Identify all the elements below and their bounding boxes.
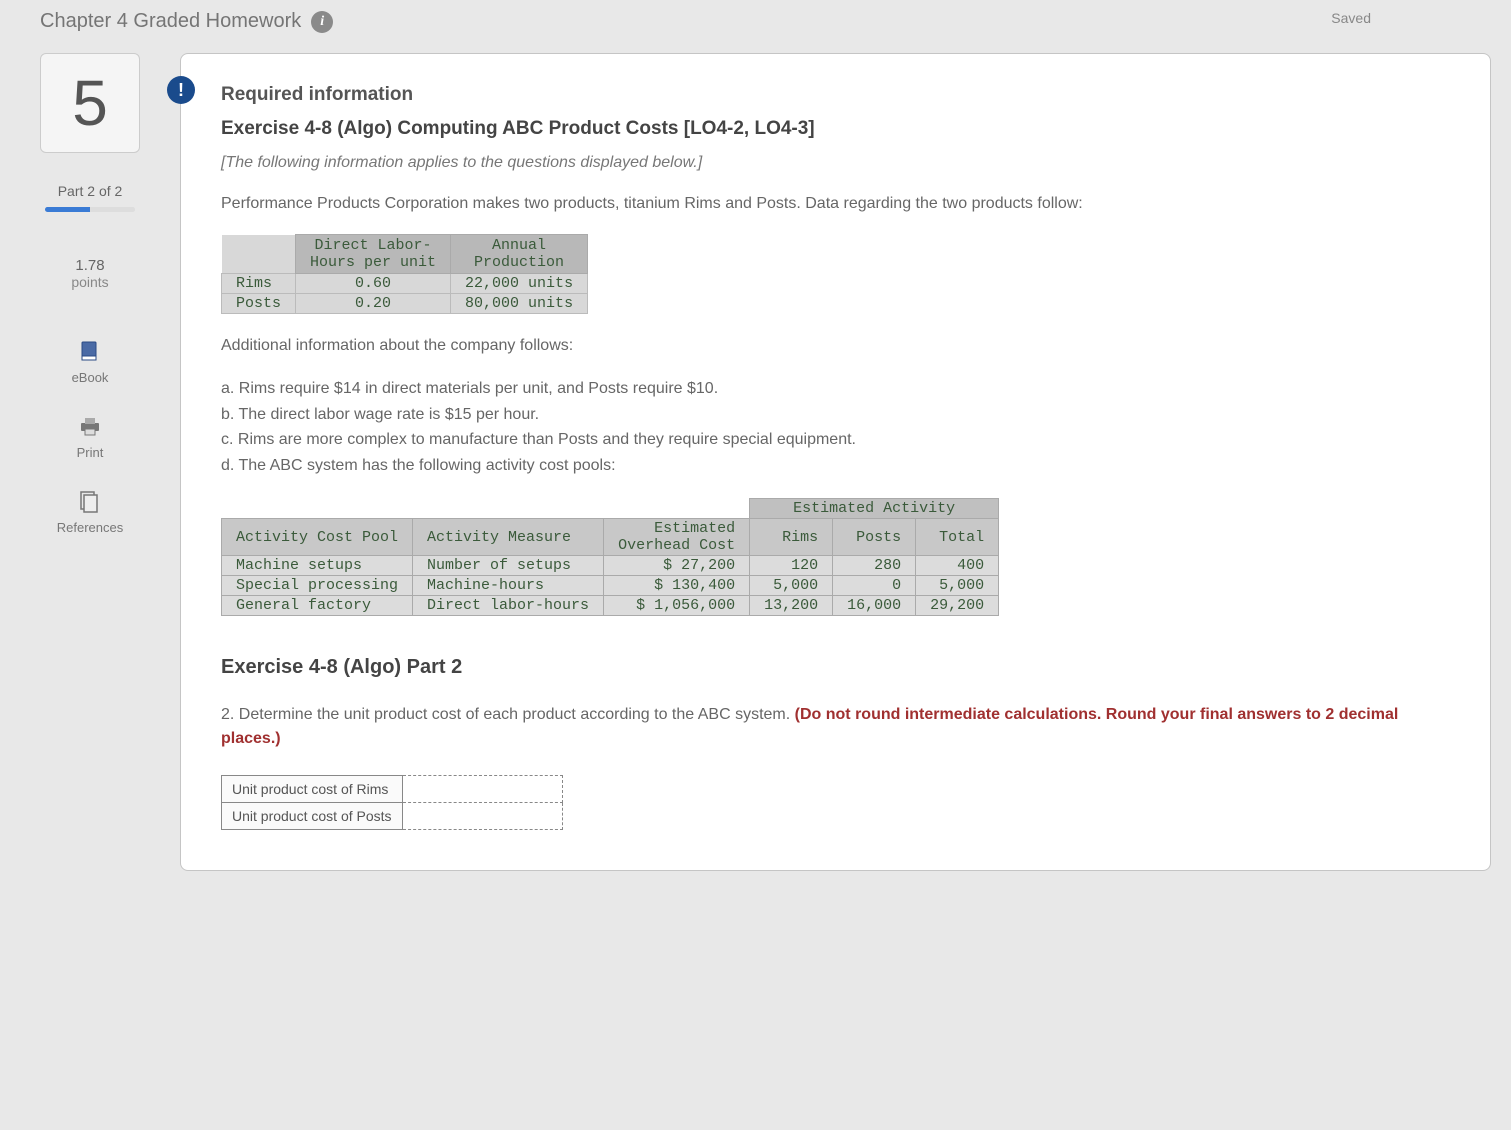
ebook-icon: [78, 340, 102, 364]
part-progress-bar: [45, 207, 135, 212]
info-item-d: d. The ABC system has the following acti…: [221, 453, 1450, 479]
assignment-title-text: Chapter 4 Graded Homework: [40, 10, 301, 33]
info-item-b: b. The direct labor wage rate is $15 per…: [221, 402, 1450, 428]
intro-text: Performance Products Corporation makes t…: [221, 192, 1450, 216]
group-header-activity: Estimated Activity: [750, 499, 999, 519]
row-label: Posts: [222, 294, 296, 314]
ebook-button[interactable]: eBook: [72, 340, 109, 385]
cell-pool: General factory: [222, 596, 413, 616]
question-lead: 2. Determine the unit product cost of ea…: [221, 706, 795, 723]
row-dl: 0.20: [296, 294, 451, 314]
page-header: Chapter 4 Graded Homework i Saved: [0, 0, 1511, 53]
cell-measure: Machine-hours: [413, 576, 604, 596]
cell-total: 29,200: [916, 596, 999, 616]
content-panel: ! Required information Exercise 4-8 (Alg…: [180, 53, 1491, 871]
col-header-ap: AnnualProduction: [451, 235, 588, 274]
cell-pool: Special processing: [222, 576, 413, 596]
cell-rims: 5,000: [750, 576, 833, 596]
table-row: Rims 0.60 22,000 units: [222, 274, 588, 294]
cell-cost: $ 130,400: [604, 576, 750, 596]
cell-measure: Direct labor-hours: [413, 596, 604, 616]
cell-posts: 16,000: [833, 596, 916, 616]
table-row: Special processing Machine-hours $ 130,4…: [222, 576, 999, 596]
cell-posts: 280: [833, 556, 916, 576]
cell-cost: $ 27,200: [604, 556, 750, 576]
col-pool: Activity Cost Pool: [222, 519, 413, 556]
row-ap: 80,000 units: [451, 294, 588, 314]
product-data-table: Direct Labor-Hours per unit AnnualProduc…: [221, 234, 588, 314]
answer-table: Unit product cost of Rims Unit product c…: [221, 775, 563, 830]
info-list: a. Rims require $14 in direct materials …: [221, 376, 1450, 478]
col-rims: Rims: [750, 519, 833, 556]
saved-badge: Saved: [1331, 10, 1371, 26]
cell-total: 400: [916, 556, 999, 576]
sidebar: 5 Part 2 of 2 1.78 points eBook Print Re…: [20, 53, 160, 871]
answer-input-posts[interactable]: [402, 803, 562, 830]
answer-label-posts: Unit product cost of Posts: [222, 803, 403, 830]
part2-title: Exercise 4-8 (Algo) Part 2: [221, 656, 1450, 679]
references-button[interactable]: References: [57, 490, 123, 535]
cell-posts: 0: [833, 576, 916, 596]
additional-info-heading: Additional information about the company…: [221, 334, 1450, 358]
points-value: 1.78: [75, 257, 104, 274]
question-number-box[interactable]: 5: [40, 53, 140, 153]
cell-cost: $ 1,056,000: [604, 596, 750, 616]
table-row: Machine setups Number of setups $ 27,200…: [222, 556, 999, 576]
ebook-label: eBook: [72, 370, 109, 385]
answer-label-rims: Unit product cost of Rims: [222, 776, 403, 803]
col-header-dl: Direct Labor-Hours per unit: [296, 235, 451, 274]
references-icon: [78, 490, 102, 514]
cell-rims: 13,200: [750, 596, 833, 616]
print-label: Print: [77, 445, 104, 460]
cell-measure: Number of setups: [413, 556, 604, 576]
info-icon[interactable]: i: [311, 11, 333, 33]
row-dl: 0.60: [296, 274, 451, 294]
exercise-title: Exercise 4-8 (Algo) Computing ABC Produc…: [221, 118, 1450, 140]
main-container: 5 Part 2 of 2 1.78 points eBook Print Re…: [0, 53, 1511, 871]
info-item-c: c. Rims are more complex to manufacture …: [221, 427, 1450, 453]
table-row: Posts 0.20 80,000 units: [222, 294, 588, 314]
points-label: points: [71, 274, 108, 290]
col-posts: Posts: [833, 519, 916, 556]
row-ap: 22,000 units: [451, 274, 588, 294]
applies-note: [The following information applies to th…: [221, 154, 1450, 172]
info-item-a: a. Rims require $14 in direct materials …: [221, 376, 1450, 402]
col-cost: EstimatedOverhead Cost: [604, 519, 750, 556]
table-row: General factory Direct labor-hours $ 1,0…: [222, 596, 999, 616]
cell-pool: Machine setups: [222, 556, 413, 576]
part-label: Part 2 of 2: [58, 183, 123, 199]
activity-pool-table: Estimated Activity Activity Cost Pool Ac…: [221, 498, 999, 616]
row-label: Rims: [222, 274, 296, 294]
required-information-heading: Required information: [221, 84, 1450, 106]
print-icon: [78, 415, 102, 439]
cell-total: 5,000: [916, 576, 999, 596]
references-label: References: [57, 520, 123, 535]
alert-icon: !: [167, 76, 195, 104]
cell-rims: 120: [750, 556, 833, 576]
col-total: Total: [916, 519, 999, 556]
question-text: 2. Determine the unit product cost of ea…: [221, 703, 1450, 751]
answer-input-rims[interactable]: [402, 776, 562, 803]
assignment-title: Chapter 4 Graded Homework i: [40, 10, 333, 33]
print-button[interactable]: Print: [77, 415, 104, 460]
col-measure: Activity Measure: [413, 519, 604, 556]
